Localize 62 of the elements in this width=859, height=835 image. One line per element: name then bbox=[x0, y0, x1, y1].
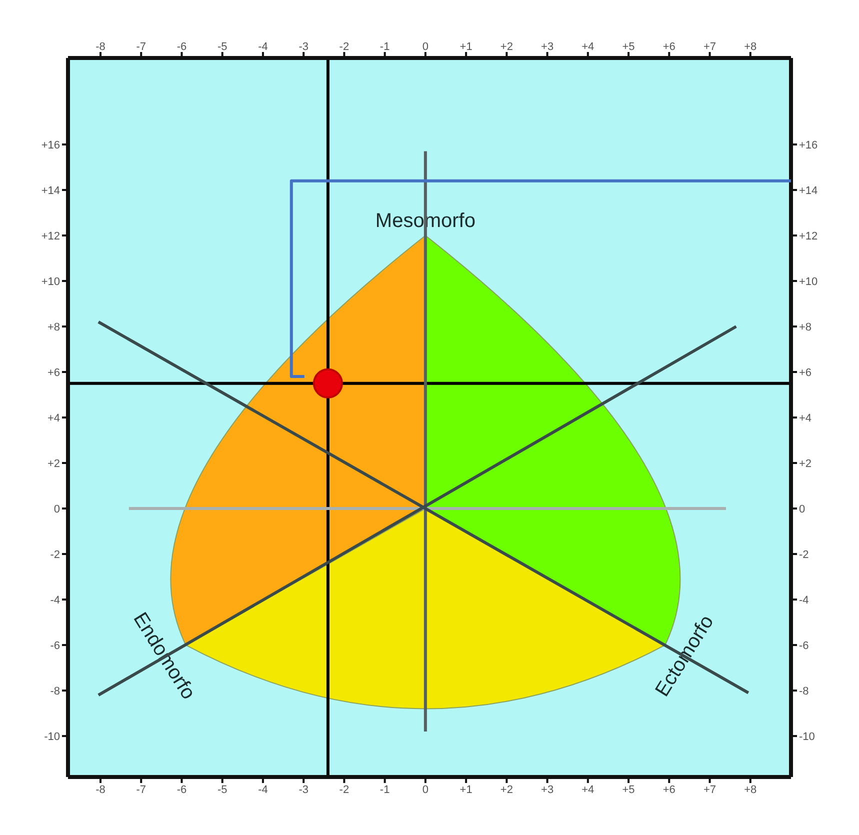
x2-tick-label: -2 bbox=[339, 784, 350, 796]
y2-tick-label: -8 bbox=[799, 685, 809, 698]
y2-tick-label: -10 bbox=[799, 730, 815, 743]
y2-tick-label: +16 bbox=[799, 139, 818, 152]
x2-tick-label: +2 bbox=[500, 784, 513, 796]
x2-tick-label: +8 bbox=[744, 784, 757, 796]
x-tick-label: +4 bbox=[582, 41, 594, 53]
x2-tick-label: +7 bbox=[703, 784, 716, 796]
x2-tick-label: +4 bbox=[582, 784, 594, 796]
y-tick-label: +8 bbox=[47, 321, 60, 334]
y-tick-label: +14 bbox=[41, 184, 60, 197]
x2-tick-label: -1 bbox=[380, 784, 390, 796]
y-tick-label: +10 bbox=[41, 276, 60, 288]
x-tick-label: -7 bbox=[136, 41, 146, 53]
y-tick-label: -2 bbox=[50, 548, 60, 561]
y-tick-label: +12 bbox=[41, 230, 60, 242]
y-tick-label: -4 bbox=[50, 594, 60, 606]
y2-tick-label: +10 bbox=[799, 276, 818, 288]
x2-tick-label: -8 bbox=[96, 784, 106, 796]
y2-tick-label: +12 bbox=[799, 230, 818, 242]
x-tick-label: +1 bbox=[460, 41, 472, 53]
x2-tick-label: -4 bbox=[258, 784, 268, 796]
x-tick-label: +5 bbox=[622, 41, 635, 53]
x2-tick-label: +6 bbox=[662, 784, 676, 796]
y-tick-label: -8 bbox=[50, 685, 60, 698]
y2-tick-label: 0 bbox=[799, 503, 806, 516]
y2-tick-label: +14 bbox=[799, 184, 818, 197]
y-tick-label: -6 bbox=[50, 640, 60, 652]
y-tick-label: 0 bbox=[54, 503, 60, 516]
x-tick-label: -6 bbox=[176, 41, 187, 53]
x-tick-label: -1 bbox=[380, 41, 390, 53]
x-tick-label: +3 bbox=[541, 41, 554, 53]
x2-tick-label: -6 bbox=[176, 784, 187, 796]
x-tick-label: +7 bbox=[703, 41, 716, 53]
y-tick-label: +16 bbox=[41, 139, 60, 152]
x2-tick-label: -7 bbox=[136, 784, 146, 796]
x2-tick-label: 0 bbox=[422, 784, 428, 796]
x2-tick-label: +1 bbox=[460, 784, 472, 796]
x-tick-label: +8 bbox=[744, 41, 757, 53]
y2-tick-label: +8 bbox=[799, 321, 812, 334]
y-tick-label: +2 bbox=[47, 458, 60, 470]
x-tick-label: +2 bbox=[500, 41, 513, 53]
x-tick-label: -2 bbox=[339, 41, 350, 53]
y-tick-label: +4 bbox=[47, 412, 60, 424]
x-tick-label: 0 bbox=[422, 41, 428, 53]
x-tick-label: +6 bbox=[662, 41, 676, 53]
y2-tick-label: +4 bbox=[799, 412, 812, 424]
x-tick-label: -4 bbox=[258, 41, 268, 53]
x2-tick-label: +5 bbox=[622, 784, 635, 796]
x2-tick-label: -5 bbox=[217, 784, 228, 796]
x-tick-label: -5 bbox=[217, 41, 228, 53]
y2-tick-label: +6 bbox=[799, 366, 812, 379]
y-tick-label: -10 bbox=[44, 730, 60, 743]
x-tick-label: -3 bbox=[298, 41, 308, 53]
x2-tick-label: +3 bbox=[541, 784, 554, 796]
x2-tick-label: -3 bbox=[298, 784, 308, 796]
y2-tick-label: -6 bbox=[799, 640, 809, 652]
y2-tick-label: -2 bbox=[799, 548, 809, 561]
x-tick-label: -8 bbox=[96, 41, 106, 53]
y2-tick-label: -4 bbox=[799, 594, 809, 606]
y2-tick-label: +2 bbox=[799, 458, 812, 470]
y-tick-label: +6 bbox=[47, 366, 60, 379]
